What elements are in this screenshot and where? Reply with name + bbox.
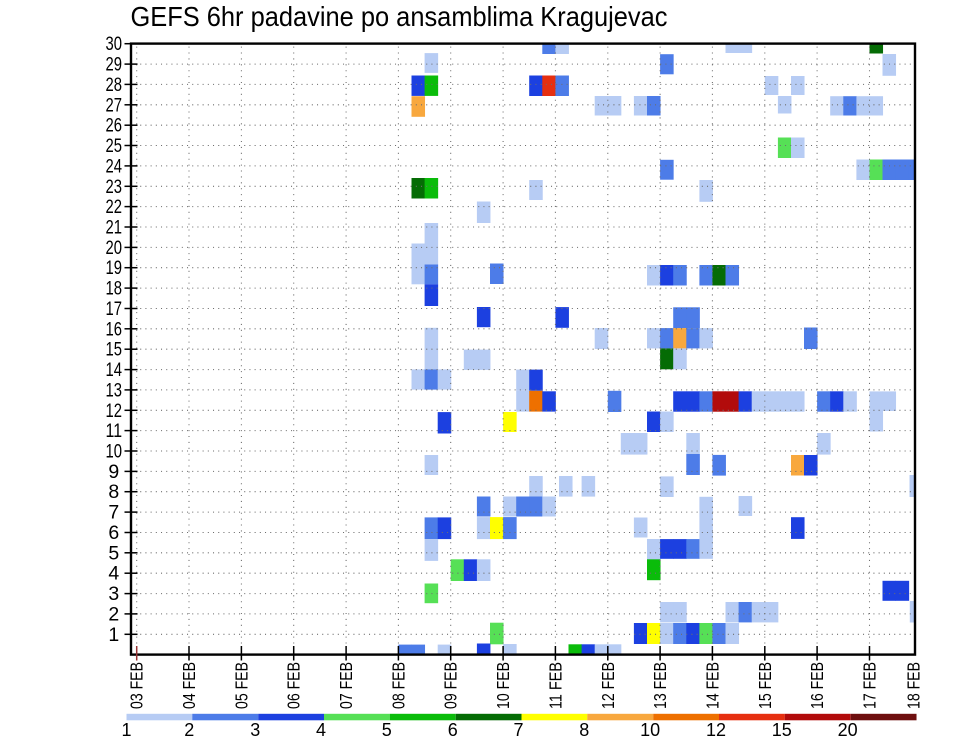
svg-text:09 FEB: 09 FEB [441,662,461,709]
svg-text:20: 20 [838,720,858,740]
svg-text:11 FEB: 11 FEB [545,662,565,709]
svg-text:28: 28 [106,74,123,96]
svg-text:11: 11 [106,420,123,442]
svg-text:1: 1 [121,720,131,740]
svg-text:24: 24 [106,155,123,177]
svg-text:19: 19 [106,257,123,279]
svg-text:17 FEB: 17 FEB [860,662,880,709]
svg-text:08 FEB: 08 FEB [388,662,408,709]
svg-text:18 FEB: 18 FEB [903,662,923,709]
svg-text:2: 2 [184,720,194,740]
svg-text:1: 1 [108,624,119,646]
svg-text:12: 12 [106,400,123,422]
svg-text:8: 8 [108,481,119,503]
svg-text:15: 15 [772,720,792,740]
svg-text:20: 20 [106,237,123,259]
svg-text:23: 23 [106,176,123,198]
svg-text:4: 4 [108,563,119,585]
svg-text:5: 5 [382,720,392,740]
svg-text:4: 4 [316,720,326,740]
svg-text:30: 30 [106,33,123,55]
svg-text:6: 6 [108,522,119,544]
svg-text:16: 16 [106,318,123,340]
svg-text:16 FEB: 16 FEB [807,662,827,709]
svg-text:26: 26 [106,115,123,137]
svg-text:6: 6 [448,720,458,740]
svg-text:7: 7 [108,502,119,524]
svg-text:9: 9 [108,461,119,483]
svg-text:21: 21 [106,217,123,239]
svg-text:5: 5 [108,542,119,564]
svg-text:14: 14 [106,359,123,381]
svg-text:17: 17 [106,298,123,320]
svg-text:2: 2 [108,603,119,625]
svg-text:07 FEB: 07 FEB [336,662,356,709]
svg-text:18: 18 [106,278,123,300]
svg-text:27: 27 [106,94,123,116]
svg-text:GEFS 6hr padavine po ansamblim: GEFS 6hr padavine po ansamblima Kragujev… [131,1,668,32]
svg-text:13 FEB: 13 FEB [650,662,670,709]
svg-text:06 FEB: 06 FEB [284,662,304,709]
svg-text:03 FEB: 03 FEB [127,662,147,709]
svg-text:12 FEB: 12 FEB [598,662,618,709]
svg-text:15 FEB: 15 FEB [755,662,775,709]
svg-text:10: 10 [640,720,660,740]
svg-text:15: 15 [106,339,123,361]
svg-text:3: 3 [250,720,260,740]
svg-text:10: 10 [106,441,123,463]
svg-text:05 FEB: 05 FEB [231,662,251,709]
svg-text:22: 22 [106,196,123,218]
svg-text:10 FEB: 10 FEB [493,662,513,709]
svg-text:8: 8 [579,720,589,740]
svg-text:25: 25 [106,135,123,157]
svg-text:7: 7 [513,720,523,740]
svg-text:14 FEB: 14 FEB [702,662,722,709]
svg-text:04 FEB: 04 FEB [179,662,199,709]
svg-text:29: 29 [106,54,123,76]
svg-text:13: 13 [106,379,123,401]
svg-text:3: 3 [108,583,119,605]
svg-text:12: 12 [706,720,726,740]
